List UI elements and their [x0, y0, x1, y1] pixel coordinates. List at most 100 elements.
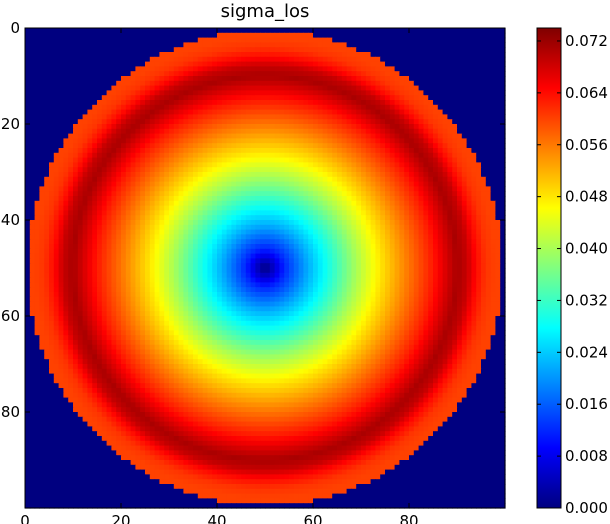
heatmap-cell — [370, 239, 376, 245]
heatmap-cell — [221, 109, 228, 115]
heatmap-cell — [159, 220, 165, 226]
heatmap-cell — [241, 258, 247, 264]
heatmap-cell — [337, 234, 343, 240]
heatmap-cell — [106, 100, 112, 106]
heatmap-cell — [289, 248, 295, 255]
heatmap-cell — [337, 47, 343, 53]
heatmap-cell — [44, 152, 50, 159]
heatmap-cell — [241, 32, 247, 39]
heatmap-cell — [361, 263, 367, 269]
heatmap-cell — [428, 85, 434, 91]
heatmap-cell — [327, 32, 333, 39]
heatmap-cell — [385, 124, 391, 130]
heatmap-cell — [212, 239, 218, 245]
heatmap-cell — [404, 239, 410, 245]
heatmap-cell — [298, 162, 304, 168]
heatmap-cell — [447, 124, 453, 130]
heatmap-cell — [226, 205, 232, 211]
heatmap-cell — [346, 90, 352, 96]
heatmap-cell — [197, 85, 204, 91]
heatmap-cell — [77, 234, 84, 240]
heatmap-cell — [269, 234, 276, 240]
heatmap-cell — [87, 128, 93, 135]
heatmap-cell — [58, 128, 64, 135]
heatmap-cell — [356, 191, 362, 197]
heatmap-cell — [111, 66, 117, 72]
heatmap-cell — [169, 28, 175, 34]
heatmap-cell — [389, 258, 396, 264]
heatmap-cell — [121, 56, 127, 63]
heatmap-cell — [173, 71, 180, 77]
heatmap-cell — [351, 200, 357, 207]
heatmap-cell — [135, 80, 141, 87]
heatmap-cell — [217, 152, 223, 159]
heatmap-cell — [250, 157, 256, 163]
heatmap-cell — [394, 61, 400, 67]
heatmap-cell — [73, 104, 79, 111]
heatmap-cell — [337, 61, 343, 67]
heatmap-cell — [25, 119, 31, 125]
heatmap-cell — [169, 176, 175, 183]
heatmap-cell — [365, 85, 372, 91]
heatmap-cell — [317, 104, 324, 111]
heatmap-cell — [423, 109, 429, 115]
heatmap-cell — [92, 114, 98, 120]
heatmap-cell — [87, 258, 93, 264]
heatmap-cell — [260, 224, 266, 231]
heatmap-cell — [466, 114, 472, 120]
heatmap-cell — [466, 181, 472, 187]
heatmap-cell — [380, 152, 386, 159]
heatmap-cell — [140, 229, 146, 235]
heatmap-cell — [58, 138, 64, 144]
heatmap-cell — [111, 90, 117, 96]
heatmap-cell — [97, 47, 103, 53]
heatmap-cell — [73, 172, 79, 178]
heatmap-cell — [149, 100, 156, 106]
heatmap-cell — [125, 37, 132, 43]
heatmap-cell — [169, 61, 175, 67]
heatmap-cell — [365, 253, 372, 259]
heatmap-cell — [25, 176, 31, 183]
heatmap-cell — [447, 56, 453, 63]
heatmap-cell — [361, 143, 367, 149]
heatmap-cell — [116, 95, 122, 101]
heatmap-cell — [159, 162, 165, 168]
heatmap-cell — [476, 148, 482, 154]
heatmap-cell — [226, 258, 232, 264]
heatmap-cell — [490, 258, 496, 264]
heatmap-cell — [68, 167, 74, 173]
heatmap-cell — [385, 258, 391, 264]
heatmap-cell — [25, 143, 31, 149]
heatmap-cell — [346, 229, 352, 235]
heatmap-cell — [485, 210, 492, 216]
heatmap-cell — [394, 28, 400, 34]
heatmap-cell — [111, 109, 117, 115]
heatmap-cell — [346, 167, 352, 173]
heatmap-cell — [404, 191, 410, 197]
heatmap-cell — [77, 210, 84, 216]
heatmap-cell — [178, 95, 184, 101]
heatmap-cell — [313, 128, 319, 135]
heatmap-cell — [394, 85, 400, 91]
heatmap-cell — [404, 114, 410, 120]
heatmap-cell — [121, 200, 127, 207]
heatmap-cell — [476, 253, 482, 259]
heatmap-cell — [284, 28, 290, 34]
heatmap-cell — [409, 124, 415, 130]
heatmap-cell — [394, 100, 400, 106]
heatmap-cell — [183, 200, 189, 207]
heatmap-cell — [495, 95, 501, 101]
heatmap-cell — [217, 119, 223, 125]
heatmap-cell — [490, 109, 496, 115]
heatmap-cell — [284, 172, 290, 178]
heatmap-cell — [356, 253, 362, 259]
heatmap-cell — [370, 181, 376, 187]
heatmap-cell — [447, 114, 453, 120]
heatmap-cell — [303, 138, 309, 144]
heatmap-cell — [130, 52, 136, 58]
heatmap-cell — [125, 196, 132, 202]
heatmap-cell — [97, 85, 103, 91]
heatmap-cell — [226, 157, 232, 163]
heatmap-cell — [265, 205, 271, 211]
heatmap-cell — [322, 239, 328, 245]
